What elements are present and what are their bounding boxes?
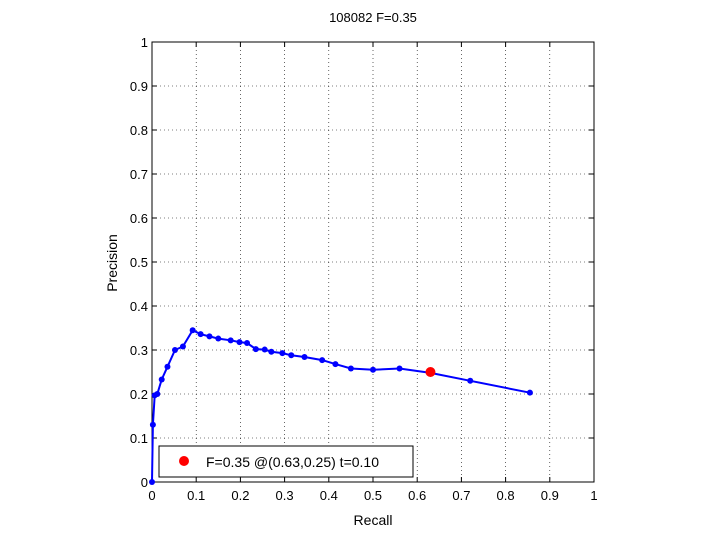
x-tick-label: 0: [148, 488, 155, 503]
series-point: [197, 331, 204, 338]
series-point: [526, 389, 533, 396]
y-tick-label: 1: [141, 35, 148, 50]
series-point: [244, 339, 251, 346]
y-tick-label: 0.4: [130, 299, 148, 314]
y-tick-label: 0.2: [130, 387, 148, 402]
series-point: [149, 479, 155, 485]
y-tick-label: 0.3: [130, 343, 148, 358]
y-axis-label: Precision: [104, 234, 120, 292]
x-tick-label: 0.2: [231, 488, 249, 503]
axis-ticks: 00 0.1 0.1 0.2 0.2 0.3 0.3 0.4 0.4 0.5 0.5 0.6 0.6 0.…: [130, 35, 598, 503]
x-tick-label: 0.3: [276, 488, 294, 503]
series-point: [396, 365, 403, 372]
x-tick-label: 0.4: [320, 488, 338, 503]
series-point: [347, 365, 354, 372]
series-point: [189, 327, 196, 334]
y-tick-label: 0.7: [130, 167, 148, 182]
series-point: [149, 421, 156, 428]
series-point: [236, 339, 243, 346]
best-f-point: [425, 367, 436, 377]
x-tick-label: 0.8: [497, 488, 515, 503]
x-tick-label: 0.5: [364, 488, 382, 503]
series-point: [206, 333, 213, 340]
series-point: [261, 346, 268, 353]
y-tick-label: 0.9: [130, 79, 148, 94]
y-tick-label: 0.8: [130, 123, 148, 138]
series-point: [215, 335, 222, 342]
series-point: [319, 357, 326, 364]
series-point: [279, 350, 286, 357]
y-tick-label: 0.6: [130, 211, 148, 226]
legend: F=0.35 @(0.63,0.25) t=0.10: [158, 445, 414, 478]
grid-lines: [152, 42, 594, 482]
x-axis-label: Recall: [354, 512, 393, 528]
series-point: [288, 352, 295, 359]
series-point: [301, 354, 308, 361]
y-tick-label: 0.5: [130, 255, 148, 270]
series-point: [370, 366, 376, 373]
y-tick-label: 0.1: [130, 431, 148, 446]
series-point: [179, 343, 186, 350]
legend-marker: [179, 456, 189, 466]
x-tick-label: 0.9: [541, 488, 559, 503]
chart-title: 108082 F=0.35: [329, 10, 417, 25]
x-tick-label: 0.1: [187, 488, 205, 503]
series-point: [332, 361, 339, 368]
series-point: [158, 376, 165, 383]
x-tick-label: 1: [590, 488, 597, 503]
series-point: [154, 391, 161, 397]
series-point: [227, 337, 234, 344]
series-point: [467, 377, 474, 384]
x-tick-label: 0.7: [452, 488, 470, 503]
series-point: [171, 347, 178, 353]
series-group: [149, 327, 533, 485]
y-tick-label: 0: [141, 475, 148, 490]
series-point: [164, 363, 171, 370]
series-point: [268, 348, 275, 355]
series-point: [252, 346, 259, 353]
legend-label: F=0.35 @(0.63,0.25) t=0.10: [206, 454, 379, 470]
legend-box: [158, 445, 414, 478]
x-tick-label: 0.6: [408, 488, 426, 503]
